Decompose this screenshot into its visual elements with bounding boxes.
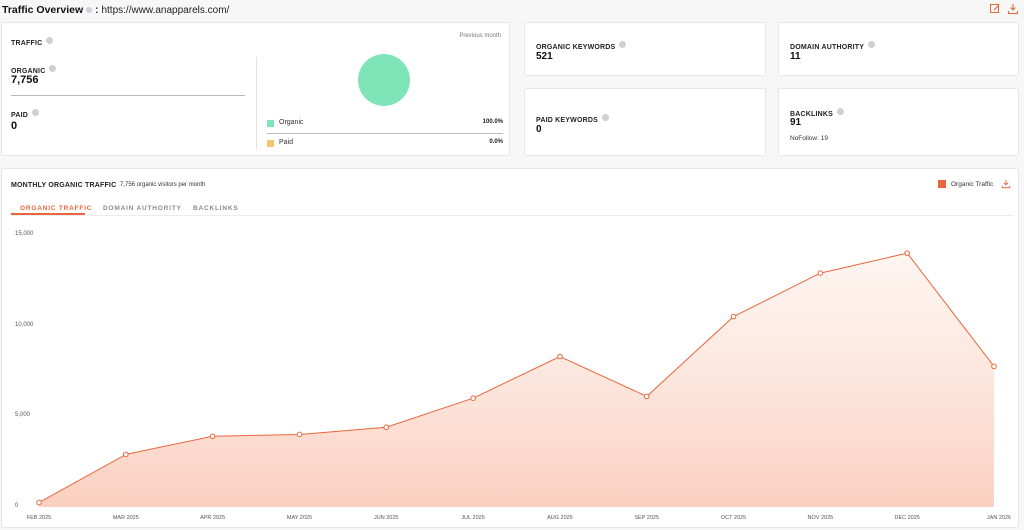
data-point[interactable] (730, 313, 737, 320)
tab-active-underline (11, 213, 85, 215)
x-tick-label: FEB 2025 (26, 515, 52, 521)
data-point[interactable] (123, 451, 129, 458)
x-tick-label: MAR 2025 (112, 515, 139, 521)
legend-label: Organic Traffic (951, 180, 994, 188)
legend-swatch (938, 180, 946, 188)
tab-domain-authority[interactable]: DOMAIN AUTHORITY (103, 205, 182, 212)
legend-organic-traffic[interactable]: Organic Traffic (938, 180, 993, 188)
page-header: Traffic Overview : https://www.anapparel… (2, 3, 229, 17)
info-icon[interactable] (601, 114, 609, 122)
paid-keywords-value: 0 (536, 124, 542, 135)
site-url: https://www.anapparels.com/ (101, 4, 230, 16)
data-point[interactable] (296, 431, 303, 438)
info-icon[interactable] (32, 109, 40, 117)
traffic-card: TRAFFIC Previous month ORGANIC 7,756 PAI… (1, 22, 510, 156)
y-tick-label: 15,000 (15, 231, 34, 237)
legend-row-paid: Paid 0.0% (267, 138, 503, 150)
paid-label: PAID (11, 112, 29, 119)
data-point[interactable] (817, 270, 824, 276)
info-icon[interactable] (619, 41, 627, 49)
data-point[interactable] (557, 353, 563, 360)
tab-backlinks[interactable]: BACKLINKS (193, 205, 239, 212)
traffic-label: TRAFFIC (11, 40, 43, 47)
y-tick-label: 0 (15, 503, 19, 509)
data-point[interactable] (470, 395, 476, 401)
data-point[interactable] (991, 363, 997, 370)
x-tick-label: APR 2025 (200, 515, 226, 521)
backlinks-value: 91 (790, 117, 802, 128)
data-point[interactable] (383, 424, 390, 431)
series-line-organic-traffic (38, 252, 995, 503)
legend-divider (267, 133, 503, 134)
paid-keywords-label: PAID KEYWORDS (536, 117, 598, 124)
divider (11, 95, 245, 96)
traffic-pie (358, 54, 410, 106)
tabs-divider (11, 215, 1014, 216)
x-tick-label: JAN 2026 (986, 515, 1012, 521)
vertical-divider (256, 57, 257, 149)
legend-organic-name: Organic (279, 119, 304, 126)
info-icon[interactable] (49, 65, 57, 73)
x-tick-label: SEP 2025 (634, 515, 660, 521)
data-point[interactable] (209, 433, 216, 440)
info-icon[interactable] (837, 108, 845, 116)
monthly-traffic-card: MONTHLY ORGANIC TRAFFIC 7,756 organic vi… (1, 168, 1019, 528)
organic-traffic-chart (36, 250, 997, 507)
info-icon[interactable] (86, 7, 93, 13)
legend-paid-name: Paid (279, 139, 294, 146)
legend-organic-pct: 100.0% (482, 119, 503, 125)
backlinks-nofollow: NoFollow: 19 (790, 135, 828, 142)
legend-row-organic: Organic 100.0% (267, 118, 503, 130)
data-point[interactable] (643, 393, 650, 400)
legend-paid-pct: 0.0% (489, 139, 503, 145)
y-tick-label: 5,000 (15, 412, 31, 419)
organic-label: ORGANIC (11, 68, 46, 75)
x-tick-label: NOV 2025 (807, 515, 834, 521)
y-tick-label: 10,000 (15, 321, 34, 328)
paid-keywords-card: PAID KEYWORDS 0 (524, 88, 766, 156)
title-separator: : (95, 4, 99, 16)
organic-keywords-label: ORGANIC KEYWORDS (536, 44, 616, 51)
info-icon[interactable] (868, 41, 876, 49)
backlinks-label: BACKLINKS (790, 111, 834, 118)
organic-value: 7,756 (11, 74, 39, 86)
x-tick-label: MAY 2025 (286, 515, 313, 521)
domain-authority-value: 11 (790, 51, 801, 62)
area-fill (39, 253, 994, 507)
paid-swatch (267, 140, 274, 147)
paid-value: 0 (11, 120, 18, 132)
organic-swatch (267, 120, 274, 127)
monthly-title: MONTHLY ORGANIC TRAFFIC (11, 182, 117, 189)
data-point[interactable] (36, 499, 42, 506)
organic-keywords-card: ORGANIC KEYWORDS 521 (524, 22, 766, 76)
monthly-subtitle: 7,756 organic visitors per month (120, 182, 206, 188)
info-icon[interactable] (46, 37, 54, 45)
tab-organic-traffic[interactable]: ORGANIC TRAFFIC (20, 205, 93, 212)
x-tick-label: JUN 2025 (374, 515, 399, 521)
x-tick-label: DEC 2025 (894, 515, 920, 521)
download-icon[interactable] (1001, 179, 1011, 189)
x-tick-label: OCT 2025 (720, 515, 747, 521)
traffic-period: Previous month (459, 33, 501, 39)
x-tick-label: AUG 2025 (547, 515, 573, 521)
domain-authority-card: DOMAIN AUTHORITY 11 (778, 22, 1019, 76)
data-point[interactable] (904, 250, 910, 256)
x-tick-label: JUL 2025 (461, 515, 485, 521)
backlinks-card: BACKLINKS 91 NoFollow: 19 (778, 88, 1019, 156)
edit-icon[interactable] (989, 3, 1001, 15)
organic-keywords-value: 521 (536, 51, 553, 62)
domain-authority-label: DOMAIN AUTHORITY (790, 44, 865, 51)
download-icon[interactable] (1007, 3, 1019, 15)
page-title: Traffic Overview (2, 4, 84, 16)
